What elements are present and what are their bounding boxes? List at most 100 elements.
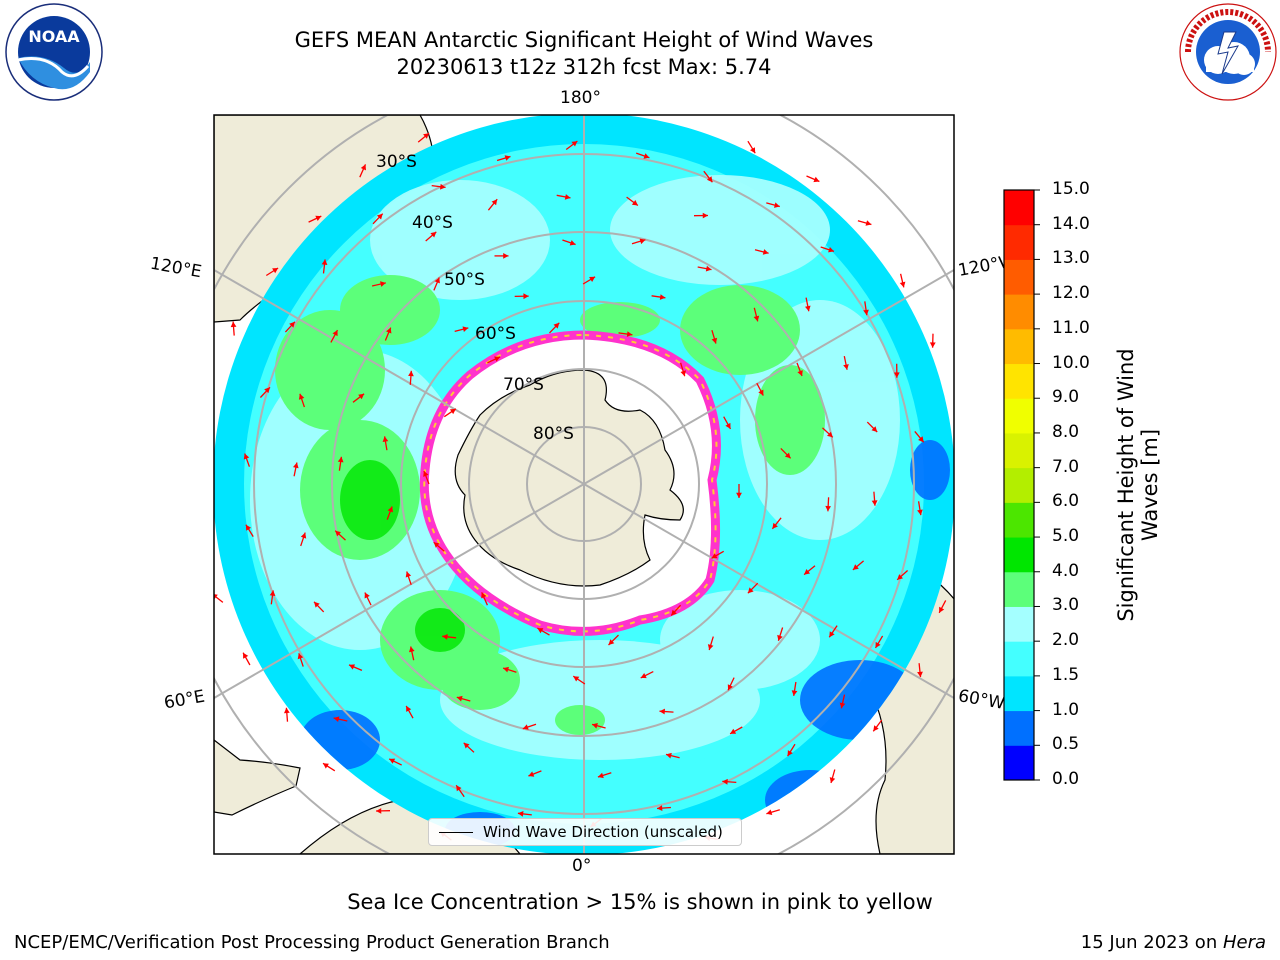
wave-arrow-head [725, 422, 731, 429]
wave-arrow-head [528, 771, 535, 777]
colorbar-tick-label: 14.0 [1052, 213, 1090, 234]
wave-arrow-head [784, 452, 791, 459]
lat-label-30s: 30°S [376, 152, 417, 172]
wave-arrow-head [702, 212, 708, 219]
wave-arrow-head [805, 305, 811, 312]
wave-arrow-head [659, 294, 666, 300]
wave-arrow-head [300, 532, 307, 539]
wave-arrow-head [315, 215, 322, 221]
wave-arrow-head [631, 200, 638, 206]
colorbar-tick-label: 4.0 [1052, 560, 1080, 581]
colorbar-tick-label: 1.0 [1052, 699, 1080, 720]
wave-arrow-head [762, 249, 769, 255]
wave-arrow-head [323, 763, 329, 769]
wave-arrow-head [481, 592, 487, 599]
antarctica [454, 369, 684, 587]
wave-arrow [214, 594, 224, 603]
graticule [214, 115, 954, 854]
wave-arrow-head [442, 634, 448, 640]
colorbar-tick-label: 15.0 [1052, 179, 1090, 199]
colorbar-segment [1004, 363, 1034, 399]
wave-arrow-head [707, 644, 714, 650]
wave-arrow-head [813, 176, 820, 183]
wave-arrow-head [839, 702, 846, 709]
colorbar-segment [1004, 745, 1034, 781]
wave-arrow-head [871, 426, 878, 432]
wave-arrow-head [666, 752, 672, 759]
wave-arrow-head [797, 370, 803, 376]
colorbar-segment [1004, 571, 1034, 607]
wave-arrow-head [730, 728, 737, 734]
wave-arrow-head [863, 309, 869, 316]
wave-arrow-head [382, 436, 389, 442]
colorbar-tick-label: 0.0 [1052, 769, 1080, 789]
wave-arrow-head [449, 408, 456, 415]
wave-arrow-head [918, 436, 924, 443]
colorbar-segment [1004, 537, 1034, 573]
colorbar-segment [1004, 641, 1034, 677]
footer-credit: NCEP/EMC/Verification Post Processing Pr… [14, 932, 610, 953]
colorbar-tick-label: 5.0 [1052, 526, 1080, 547]
wave-arrow-head [409, 646, 415, 653]
wave-arrow-head [873, 725, 879, 732]
colorbar-segment [1004, 606, 1034, 642]
wave-arrow-head [456, 785, 462, 792]
noaa-logo-text: NOAA [28, 27, 80, 46]
colorbar-tick-label: 7.0 [1052, 456, 1080, 477]
wave-arrow-head [573, 676, 580, 682]
wave-arrow-head [314, 601, 320, 608]
chart-title: GEFS MEAN Antarctic Significant Height o… [294, 28, 874, 52]
wave-arrow-head [747, 587, 754, 594]
footer-date: 15 Jun 2023 on Hera [1081, 932, 1266, 953]
wave-direction-arrows [214, 132, 947, 841]
wave-arrow-head [671, 609, 677, 616]
colorbar [1003, 189, 1040, 781]
wave-arrow-head [360, 164, 366, 171]
wave-arrow-head [722, 778, 728, 785]
wave-arrow-head [349, 664, 355, 670]
colorbar-segment [1004, 432, 1034, 469]
wave-arrow-head [705, 265, 712, 272]
wave-arrow-head [503, 666, 509, 673]
peak-wave-patches [340, 460, 465, 652]
wave-arrow-head [289, 321, 295, 328]
wave-arrow-head [230, 321, 237, 328]
nws-logo [1179, 3, 1277, 101]
wave-arrow-head [564, 194, 571, 200]
colorbar-segment [1004, 710, 1034, 746]
lat-label-40s: 40°S [412, 213, 453, 233]
wave-arrow-head [517, 811, 524, 817]
colorbar-segment [1004, 190, 1034, 226]
wave-arrow-head [264, 387, 270, 394]
colorbar-segment [1004, 224, 1034, 260]
wave-arrow-head [405, 571, 412, 578]
wave-arrow-head [537, 628, 544, 634]
wave-arrow-head [503, 253, 509, 259]
wave-arrow-head [522, 724, 529, 730]
wave-arrow-head [553, 322, 560, 329]
wave-arrow-head [828, 247, 834, 253]
wave-arrow-head [804, 569, 810, 575]
wave-arrow-head [787, 750, 793, 757]
lat-label-80s: 80°S [533, 424, 574, 444]
wave-arrow-head [825, 505, 831, 512]
wave-arrow-head [871, 500, 878, 506]
wave-arrow-head [640, 673, 647, 679]
wave-arrow-head [245, 524, 252, 531]
colorbar-segment [1004, 259, 1034, 295]
lon-label-0: 0° [572, 856, 592, 876]
wave-arrow-head [736, 492, 742, 498]
wave-arrow-head [358, 393, 365, 400]
colorbar-segment [1004, 502, 1034, 538]
lat-label-70s: 70°S [503, 375, 544, 395]
colorbar-segment [1004, 294, 1034, 330]
wave-arrow-head [897, 574, 903, 580]
wave-arrow-head [297, 653, 304, 660]
moderate-wave-patches [250, 175, 900, 760]
wave-arrow-head [766, 809, 773, 815]
wave-arrow-head [711, 553, 718, 559]
wave-arrow-head [791, 690, 798, 696]
wave-arrow-head [571, 141, 578, 147]
wave-arrow-head [243, 453, 250, 460]
wave-arrow-head [386, 327, 392, 334]
